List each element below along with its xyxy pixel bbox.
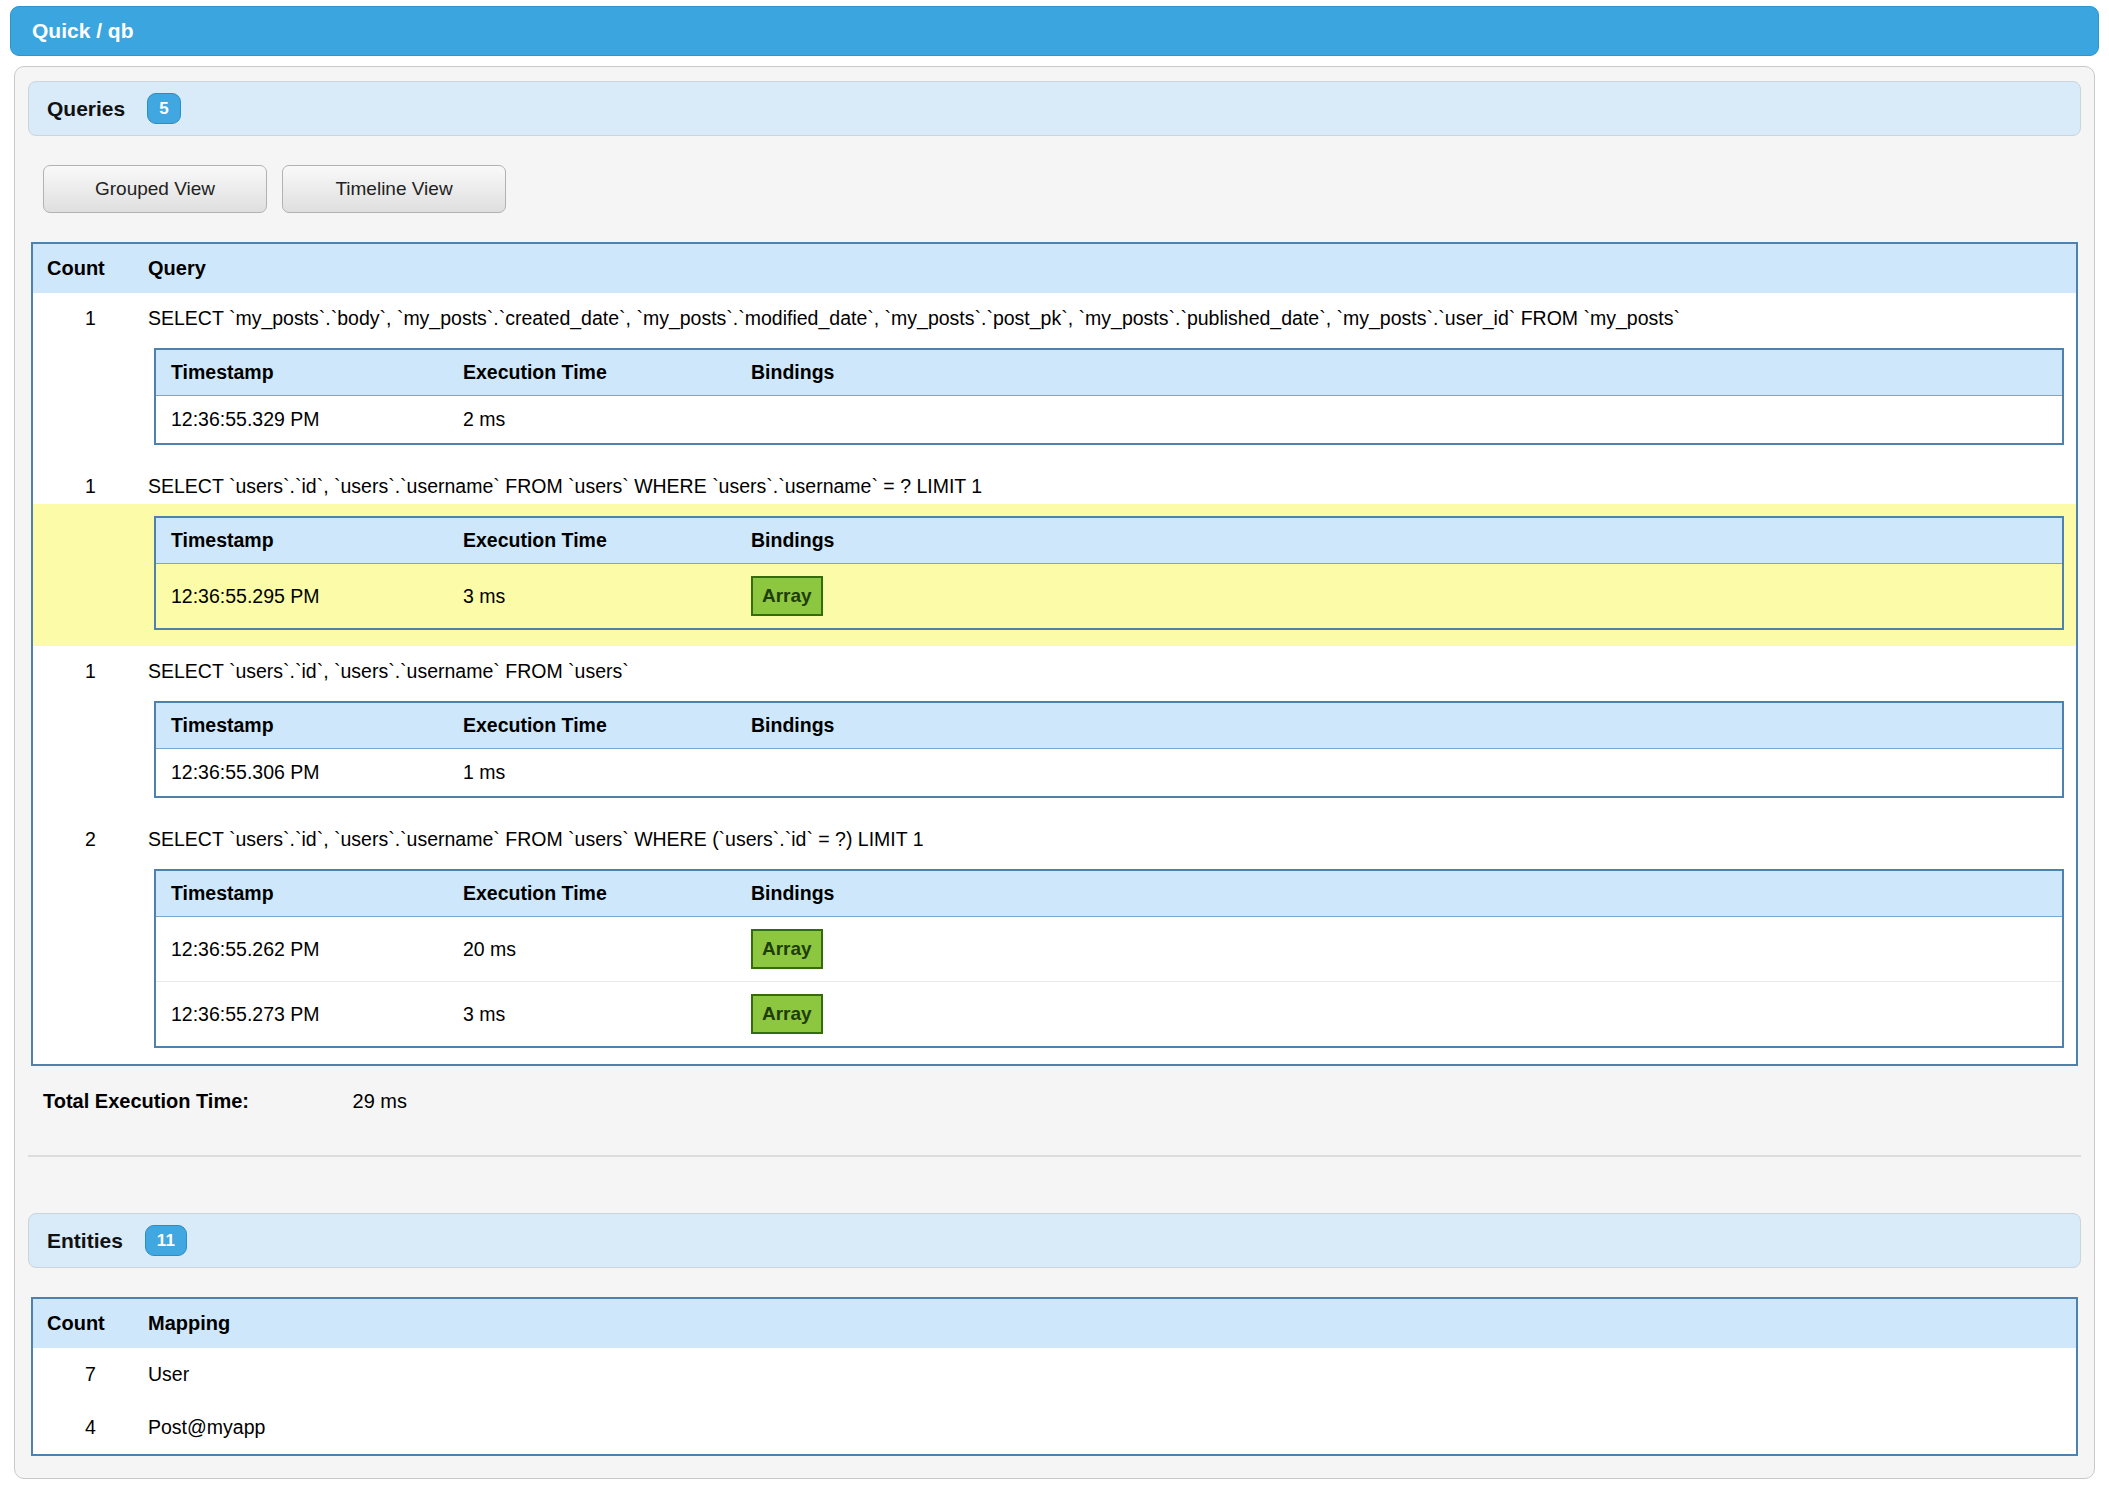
query-sql: SELECT `my_posts`.`body`, `my_posts`.`cr… bbox=[148, 307, 2076, 330]
query-count-cell: 1 bbox=[33, 475, 148, 498]
bindings-column-header: Bindings bbox=[736, 714, 2062, 737]
queries-section-header[interactable]: Queries 5 bbox=[28, 81, 2081, 136]
query-groups: 1 SELECT `my_posts`.`body`, `my_posts`.`… bbox=[33, 293, 2076, 1064]
query-sql: SELECT `users`.`id`, `users`.`username` … bbox=[148, 828, 2076, 851]
bindings-column-header: Bindings bbox=[736, 361, 2062, 384]
timestamp-column-header: Timestamp bbox=[156, 529, 448, 552]
entities-count-badge: 11 bbox=[145, 1225, 187, 1256]
timestamp-column-header: Timestamp bbox=[156, 882, 448, 905]
executions-table: Timestamp Execution Time Bindings 12:36:… bbox=[154, 348, 2064, 445]
view-toggle-row: Grouped View Timeline View bbox=[43, 165, 2066, 213]
query-detail: Timestamp Execution Time Bindings 12:36:… bbox=[33, 504, 2076, 646]
timestamp-cell: 12:36:55.306 PM bbox=[156, 761, 448, 784]
execution-time-cell: 1 ms bbox=[448, 761, 736, 784]
execution-time-column-header: Execution Time bbox=[448, 529, 736, 552]
bindings-cell: Array bbox=[736, 929, 2062, 969]
execution-time-column-header: Execution Time bbox=[448, 882, 736, 905]
section-divider bbox=[28, 1155, 2081, 1157]
query-column-header: Query bbox=[148, 257, 2076, 280]
execution-time-column-header: Execution Time bbox=[448, 361, 736, 384]
executions-table: Timestamp Execution Time Bindings 12:36:… bbox=[154, 516, 2064, 630]
entity-mapping-cell: Post@myapp bbox=[148, 1416, 2076, 1439]
entity-count-cell: 7 bbox=[33, 1363, 148, 1386]
executions-table: Timestamp Execution Time Bindings 12:36:… bbox=[154, 701, 2064, 798]
timeline-view-button[interactable]: Timeline View bbox=[282, 165, 506, 213]
execution-time-cell: 2 ms bbox=[448, 408, 736, 431]
count-column-header: Count bbox=[33, 257, 148, 280]
entity-mapping-cell: User bbox=[148, 1363, 2076, 1386]
total-execution-label: Total Execution Time: bbox=[43, 1090, 249, 1112]
execution-time-column-header: Execution Time bbox=[448, 714, 736, 737]
queries-table: Count Query 1 SELECT `my_posts`.`body`, … bbox=[31, 242, 2078, 1066]
query-sql: SELECT `users`.`id`, `users`.`username` … bbox=[148, 475, 2076, 498]
timestamp-column-header: Timestamp bbox=[156, 361, 448, 384]
query-group: 2 SELECT `users`.`id`, `users`.`username… bbox=[33, 814, 2076, 1064]
query-count-cell: 2 bbox=[33, 828, 148, 851]
execution-time-cell: 3 ms bbox=[448, 585, 736, 608]
grouped-view-button[interactable]: Grouped View bbox=[43, 165, 267, 213]
timestamp-column-header: Timestamp bbox=[156, 714, 448, 737]
bindings-cell: Array bbox=[736, 994, 2062, 1034]
query-group: 1 SELECT `my_posts`.`body`, `my_posts`.`… bbox=[33, 293, 2076, 461]
execution-time-cell: 20 ms bbox=[448, 938, 736, 961]
entity-row: 4 Post@myapp bbox=[33, 1401, 2076, 1454]
queries-table-header: Count Query bbox=[33, 244, 2076, 293]
query-sql: SELECT `users`.`id`, `users`.`username` … bbox=[148, 660, 2076, 683]
entities-count-column-header: Count bbox=[33, 1312, 148, 1335]
bindings-array-button[interactable]: Array bbox=[751, 576, 823, 616]
entities-mapping-column-header: Mapping bbox=[148, 1312, 2076, 1335]
query-detail: Timestamp Execution Time Bindings 12:36:… bbox=[33, 689, 2076, 814]
bindings-array-button[interactable]: Array bbox=[751, 994, 823, 1034]
query-detail: Timestamp Execution Time Bindings 12:36:… bbox=[33, 857, 2076, 1064]
entities-table: Count Mapping 7 User 4 Post@myapp bbox=[31, 1297, 2078, 1456]
execution-row: 12:36:55.262 PM 20 ms Array bbox=[156, 917, 2062, 981]
timestamp-cell: 12:36:55.329 PM bbox=[156, 408, 448, 431]
timestamp-cell: 12:36:55.273 PM bbox=[156, 1003, 448, 1026]
timestamp-cell: 12:36:55.295 PM bbox=[156, 585, 448, 608]
executions-table-header: Timestamp Execution Time Bindings bbox=[156, 518, 2062, 564]
query-group: 1 SELECT `users`.`id`, `users`.`username… bbox=[33, 461, 2076, 646]
entity-count-cell: 4 bbox=[33, 1416, 148, 1439]
query-count-cell: 1 bbox=[33, 660, 148, 683]
queries-section-title: Queries bbox=[47, 97, 125, 121]
debug-panel: Queries 5 Grouped View Timeline View Cou… bbox=[14, 66, 2095, 1479]
bindings-column-header: Bindings bbox=[736, 882, 2062, 905]
entities-section-header[interactable]: Entities 11 bbox=[28, 1213, 2081, 1268]
executions-table: Timestamp Execution Time Bindings 12:36:… bbox=[154, 869, 2064, 1048]
query-count-cell: 1 bbox=[33, 307, 148, 330]
execution-row: 12:36:55.273 PM 3 ms Array bbox=[156, 981, 2062, 1046]
page-title: Quick / qb bbox=[32, 19, 134, 42]
executions-table-header: Timestamp Execution Time Bindings bbox=[156, 871, 2062, 917]
execution-row: 12:36:55.329 PM 2 ms bbox=[156, 396, 2062, 443]
execution-row: 12:36:55.295 PM 3 ms Array bbox=[156, 564, 2062, 628]
total-execution-row: Total Execution Time: 29 ms bbox=[43, 1090, 2066, 1113]
total-execution-value: 29 ms bbox=[353, 1090, 407, 1112]
query-detail: Timestamp Execution Time Bindings 12:36:… bbox=[33, 336, 2076, 461]
entities-section-title: Entities bbox=[47, 1229, 123, 1253]
query-group: 1 SELECT `users`.`id`, `users`.`username… bbox=[33, 646, 2076, 814]
timestamp-cell: 12:36:55.262 PM bbox=[156, 938, 448, 961]
queries-count-badge: 5 bbox=[147, 93, 180, 124]
execution-row: 12:36:55.306 PM 1 ms bbox=[156, 749, 2062, 796]
execution-time-cell: 3 ms bbox=[448, 1003, 736, 1026]
entity-rows: 7 User 4 Post@myapp bbox=[33, 1348, 2076, 1454]
entity-row: 7 User bbox=[33, 1348, 2076, 1401]
bindings-column-header: Bindings bbox=[736, 529, 2062, 552]
bindings-array-button[interactable]: Array bbox=[751, 929, 823, 969]
breadcrumb-bar: Quick / qb bbox=[10, 6, 2099, 56]
bindings-cell: Array bbox=[736, 576, 2062, 616]
executions-table-header: Timestamp Execution Time Bindings bbox=[156, 350, 2062, 396]
executions-table-header: Timestamp Execution Time Bindings bbox=[156, 703, 2062, 749]
entities-table-header: Count Mapping bbox=[33, 1299, 2076, 1348]
